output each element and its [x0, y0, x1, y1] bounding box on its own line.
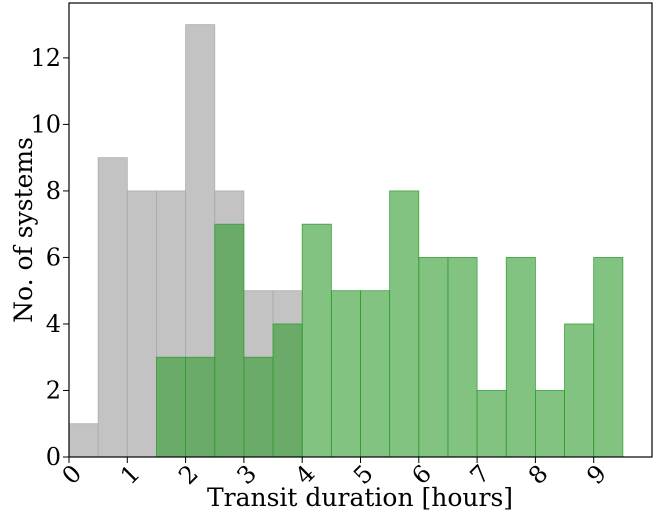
bar-series2-bin3	[156, 356, 186, 458]
bar-series2-bin15	[505, 257, 536, 458]
bar-series2-bin11	[389, 190, 420, 458]
bar-series2-bin5	[214, 223, 245, 458]
y-axis-label: No. of systems	[9, 137, 38, 323]
y-tick-label: 4	[46, 310, 61, 338]
bar-series2-bin4	[185, 356, 216, 458]
x-axis-label: Transit duration [hours]	[207, 483, 513, 512]
bar-series2-bin17	[564, 323, 595, 458]
y-axis-ticks: 0 2 4 6 8 10 12	[30, 44, 69, 471]
bar-series2-bin18	[593, 257, 624, 458]
x-tick-label: 9	[581, 459, 612, 490]
bar-series1-bin0	[68, 423, 99, 458]
bar-series2-bin13	[447, 257, 478, 458]
bar-series2-bin16	[535, 390, 565, 458]
bar-series1-bin2	[126, 190, 157, 458]
y-tick-label: 0	[46, 443, 61, 471]
bar-series2-bin14	[476, 390, 507, 458]
y-tick-label: 2	[46, 376, 61, 404]
x-tick-label: 2	[173, 459, 204, 490]
bar-series2-bin9	[330, 290, 361, 458]
y-tick-label: 10	[30, 110, 61, 138]
x-tick-label: 0	[57, 459, 88, 490]
bar-series2-bin8	[301, 223, 332, 458]
bar-series2-bin12	[418, 257, 449, 458]
bar-series1-bin1	[97, 157, 128, 458]
bar-series2-bin6	[243, 356, 274, 458]
x-tick-label: 8	[523, 459, 554, 490]
bar-series2-bin7	[272, 323, 303, 458]
bars-layer	[68, 24, 624, 458]
y-tick-label: 8	[46, 177, 61, 205]
x-tick-label: 1	[115, 459, 146, 490]
y-tick-label: 12	[30, 44, 61, 72]
y-tick-label: 6	[46, 243, 61, 271]
bar-series2-bin10	[360, 290, 391, 458]
